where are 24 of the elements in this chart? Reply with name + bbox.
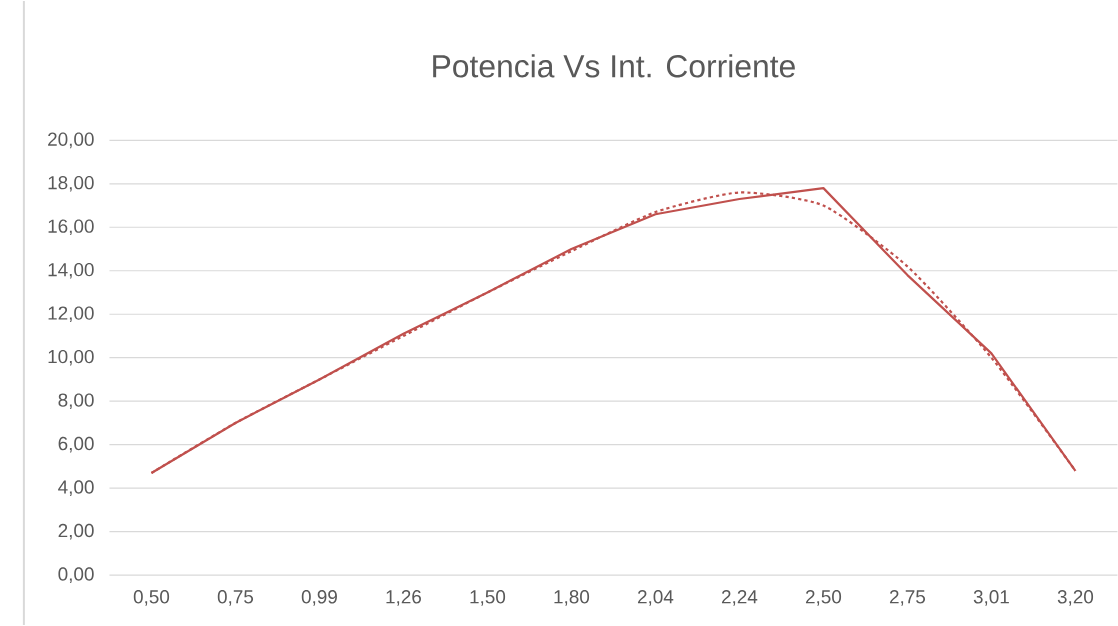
chart-title: Potencia Vs Int. Corriente [433, 54, 795, 78]
y-tick-label: 6,00 [58, 436, 94, 453]
x-tick-label: 0,75 [217, 590, 254, 606]
x-tick-label: 2,04 [637, 590, 674, 606]
x-tick-label: 3,20 [1057, 590, 1094, 606]
x-tick-label: 2,75 [889, 590, 926, 606]
y-tick-label: 12,00 [48, 306, 94, 323]
y-tick-label: 10,00 [48, 349, 94, 366]
x-tick-label: 0,99 [301, 590, 337, 606]
y-tick-label: 4,00 [58, 480, 94, 497]
x-tick-label: 1,50 [470, 590, 506, 606]
y-tick-label: 14,00 [48, 263, 94, 279]
x-tick-label: 2,50 [805, 590, 842, 606]
x-tick-label: 1,26 [386, 590, 421, 606]
x-tick-label: 0,50 [133, 590, 170, 606]
y-tick-label: 18,00 [48, 176, 94, 192]
x-tick-label: 1,80 [554, 590, 590, 606]
x-tick-label: 2,24 [721, 590, 758, 606]
y-tick-label: 0,00 [58, 567, 94, 584]
y-tick-label: 8,00 [58, 393, 94, 410]
y-tick-label: 16,00 [48, 219, 94, 236]
x-tick-label: 3,01 [973, 590, 1009, 606]
y-tick-label: 2,00 [58, 523, 94, 540]
y-tick-label: 20,00 [48, 132, 94, 149]
